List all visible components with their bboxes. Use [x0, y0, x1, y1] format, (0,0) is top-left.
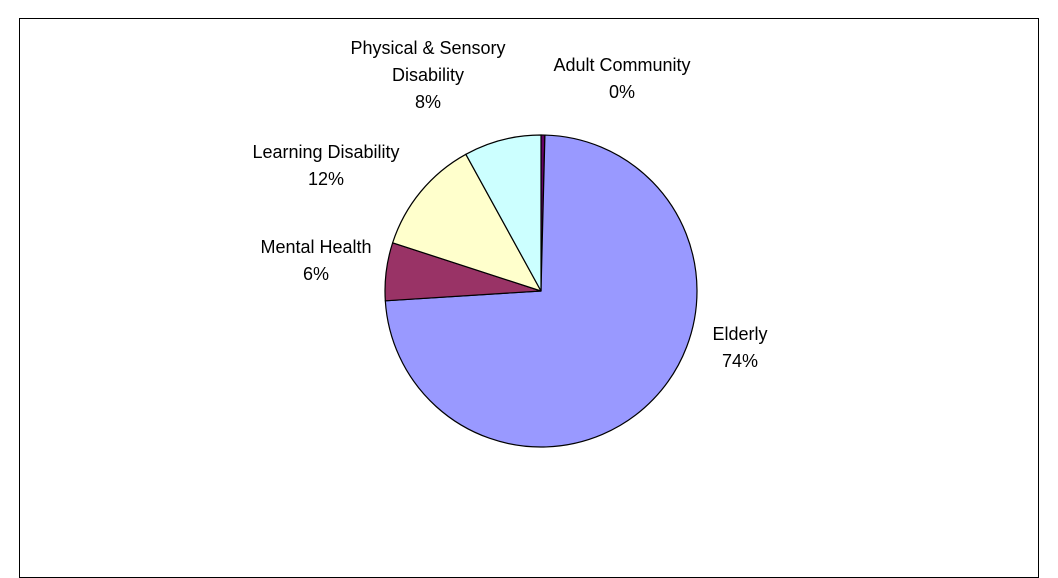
pie-labels: Adult Community 0% Elderly 74% Mental Health…	[252, 38, 767, 371]
pie-label-physical-and-sensory-disability: Physical & Sensory Disability 8%	[350, 38, 505, 112]
pie-chart: Adult Community 0% Elderly 74% Mental Health…	[252, 38, 768, 448]
pie-slice-learning-disability	[392, 153, 542, 292]
pie-label-learning-disability: Learning Disability 12%	[252, 142, 399, 189]
pie-label-name: Learning Disability	[252, 142, 399, 162]
pie-label-name: Adult Community	[553, 55, 690, 75]
pie-slices	[384, 134, 698, 448]
pie-label-adult-community: Adult Community 0%	[553, 55, 690, 102]
pie-label-name: Mental Health	[260, 237, 371, 257]
pie-label-name: Disability	[392, 65, 464, 85]
pie-label-percent: 8%	[415, 92, 441, 112]
pie-label-percent: 6%	[303, 264, 329, 284]
pie-label-name: Elderly	[712, 324, 767, 344]
pie-label-elderly: Elderly 74%	[712, 324, 767, 371]
pie-label-percent: 12%	[308, 169, 344, 189]
pie-label-mental-health: Mental Health 6%	[260, 237, 371, 284]
pie-slice-physical-and-sensory-disability	[465, 134, 542, 292]
pie-label-percent: 0%	[609, 82, 635, 102]
pie-label-percent: 74%	[722, 351, 758, 371]
pie-label-name: Physical & Sensory	[350, 38, 505, 58]
